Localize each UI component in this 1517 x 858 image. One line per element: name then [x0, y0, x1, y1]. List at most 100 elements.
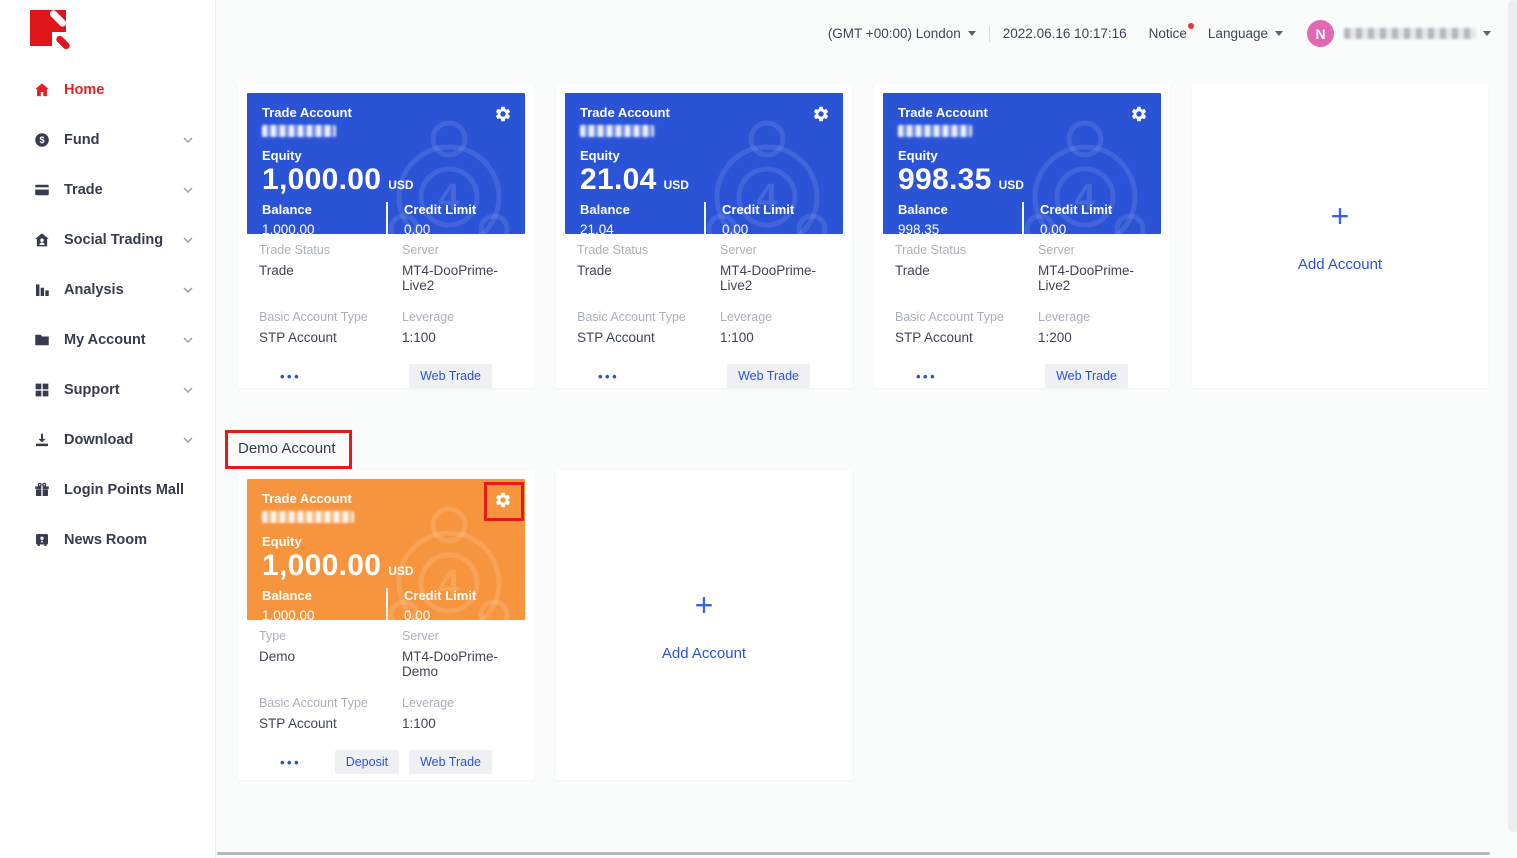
account-settings-gear-icon[interactable] — [1130, 105, 1148, 123]
leverage-label: Leverage — [402, 310, 455, 324]
credit-limit-label: Credit Limit — [404, 588, 477, 603]
trade-status-label: Trade Status — [577, 243, 649, 257]
svg-text:4: 4 — [438, 177, 459, 219]
avatar[interactable]: N — [1307, 20, 1334, 47]
support-icon — [33, 381, 51, 399]
currency-label: USD — [388, 178, 414, 192]
masked-account-number — [262, 125, 336, 137]
header-divider — [386, 588, 388, 620]
web-trade-button[interactable]: Web Trade — [409, 750, 492, 774]
server-value: MT4-DooPrime-Live2 — [402, 263, 499, 293]
topbar-divider — [988, 25, 990, 42]
live-account-card-2: 4 Trade Account Equity 21.04 USD Balance… — [556, 84, 852, 388]
web-trade-button[interactable]: Web Trade — [1045, 364, 1128, 388]
more-actions-button[interactable]: ••• — [280, 368, 302, 384]
balance-label: Balance — [580, 202, 630, 217]
sidebar-item-home[interactable]: Home — [0, 65, 215, 115]
chevron-down-icon — [183, 437, 193, 443]
balance-label: Balance — [262, 588, 312, 603]
more-actions-button[interactable]: ••• — [916, 368, 938, 384]
language-selector[interactable]: Language — [1208, 26, 1283, 41]
more-actions-button[interactable]: ••• — [598, 368, 620, 384]
fund-icon: $ — [33, 131, 51, 149]
demo-account-card: 4 Trade Account Equity 1,000.00 USD Bala… — [238, 470, 534, 780]
caret-down-icon — [967, 31, 976, 36]
equity-value: 998.35 — [898, 163, 992, 196]
currency-label: USD — [388, 564, 414, 578]
horizontal-scrollbar[interactable] — [217, 852, 1490, 855]
server-value: MT4-DooPrime-Demo — [402, 649, 499, 679]
demo-accounts-row: 4 Trade Account Equity 1,000.00 USD Bala… — [238, 470, 852, 780]
add-account-card[interactable]: + Add Account — [556, 470, 852, 780]
chevron-down-icon — [183, 137, 193, 143]
leverage-value: 1:100 — [402, 716, 436, 731]
basic-account-type-value: STP Account — [259, 716, 337, 731]
leverage-value: 1:200 — [1038, 330, 1072, 345]
svg-text:4: 4 — [756, 177, 777, 219]
datetime-label: 2022.06.16 10:17:16 — [1002, 26, 1127, 41]
user-menu[interactable] — [1344, 28, 1491, 39]
topbar: (GMT +00:00) London 2022.06.16 10:17:16 … — [828, 20, 1491, 47]
balance-value: 1,000.00 — [262, 222, 315, 234]
sidebar-item-label: Download — [64, 432, 134, 448]
balance-label: Balance — [898, 202, 948, 217]
sidebar-nav: Home $ Fund Trade — [0, 65, 215, 565]
sidebar-item-social-trading[interactable]: Social Trading — [0, 215, 215, 265]
add-account-label: Add Account — [661, 644, 747, 662]
sidebar-item-analysis[interactable]: Analysis — [0, 265, 215, 315]
card-title: Trade Account — [580, 105, 670, 120]
notice-link[interactable]: Notice — [1149, 23, 1194, 41]
mt4-watermark: 4 — [388, 506, 510, 620]
live-account-card-1: 4 Trade Account Equity 1,000.00 USD Bala… — [238, 84, 534, 388]
deposit-button[interactable]: Deposit — [334, 750, 400, 774]
timezone-selector[interactable]: (GMT +00:00) London — [828, 26, 976, 41]
server-label: Server — [1038, 243, 1075, 257]
card-title: Trade Account — [898, 105, 988, 120]
gear-annotation-box — [484, 482, 524, 521]
download-icon — [33, 431, 51, 449]
sidebar-item-trade[interactable]: Trade — [0, 165, 215, 215]
trade-status-label: Trade Status — [895, 243, 967, 257]
sidebar: Home $ Fund Trade — [0, 0, 216, 858]
basic-account-type-value: STP Account — [577, 330, 655, 345]
basic-account-type-label: Basic Account Type — [895, 310, 1004, 324]
currency-label: USD — [663, 178, 689, 192]
chevron-down-icon — [183, 337, 193, 343]
sidebar-item-fund[interactable]: $ Fund — [0, 115, 215, 165]
web-trade-button[interactable]: Web Trade — [727, 364, 810, 388]
mt4-watermark: 4 — [706, 120, 828, 234]
add-account-card[interactable]: + Add Account — [1192, 84, 1488, 388]
masked-account-number — [898, 125, 972, 137]
vertical-scrollbar[interactable] — [1508, 0, 1517, 832]
equity-label: Equity — [580, 148, 620, 163]
home-icon — [33, 81, 51, 99]
web-trade-button[interactable]: Web Trade — [409, 364, 492, 388]
sidebar-item-download[interactable]: Download — [0, 415, 215, 465]
balance-label: Balance — [262, 202, 312, 217]
demo-account-section-label: Demo Account — [225, 430, 352, 469]
language-label: Language — [1207, 26, 1268, 41]
leverage-label: Leverage — [402, 696, 455, 710]
basic-account-type-value: STP Account — [895, 330, 973, 345]
chevron-down-icon — [183, 387, 193, 393]
live-accounts-row: 4 Trade Account Equity 1,000.00 USD Bala… — [238, 84, 1488, 388]
trade-icon — [33, 181, 51, 199]
chevron-down-icon — [183, 287, 193, 293]
svg-text:4: 4 — [438, 563, 459, 605]
account-settings-gear-icon[interactable] — [494, 105, 512, 123]
account-settings-gear-icon[interactable] — [494, 491, 512, 509]
equity-value: 1,000.00 — [262, 549, 382, 582]
more-actions-button[interactable]: ••• — [280, 754, 302, 770]
sidebar-item-login-points-mall[interactable]: Login Points Mall — [0, 465, 215, 515]
sidebar-item-my-account[interactable]: My Account — [0, 315, 215, 365]
account-card-header: 4 Trade Account Equity 21.04 USD Balance… — [565, 93, 843, 234]
sidebar-item-news-room[interactable]: News Room — [0, 515, 215, 565]
my-account-icon — [33, 331, 51, 349]
timezone-label: (GMT +00:00) London — [827, 26, 961, 41]
sidebar-item-support[interactable]: Support — [0, 365, 215, 415]
analysis-icon — [33, 281, 51, 299]
account-settings-gear-icon[interactable] — [812, 105, 830, 123]
credit-limit-label: Credit Limit — [1040, 202, 1113, 217]
leverage-value: 1:100 — [402, 330, 436, 345]
